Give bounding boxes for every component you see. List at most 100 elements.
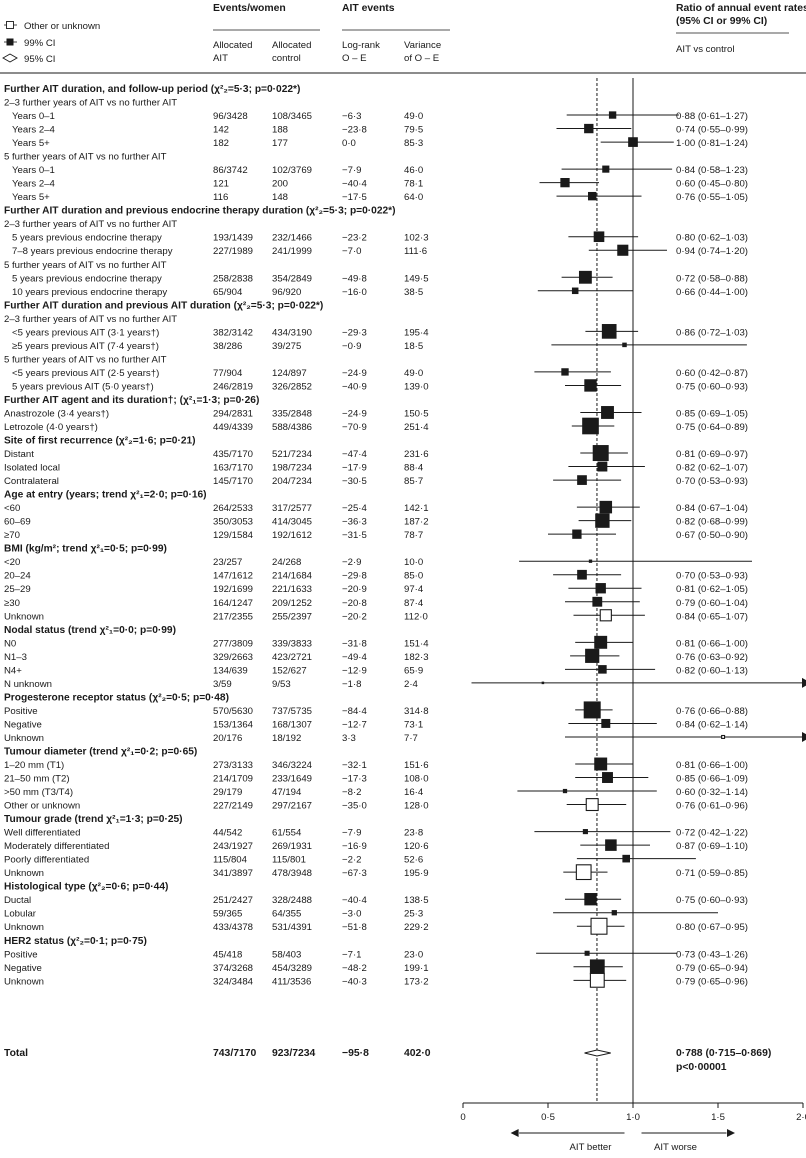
ait-events: 251/2427 — [213, 895, 253, 906]
control-events: 255/2397 — [272, 611, 312, 622]
row-label: 1–20 mm (T1) — [4, 760, 64, 771]
ait-events-header: AIT events — [342, 3, 395, 14]
control-events: 152/627 — [272, 665, 307, 676]
ratio-ci: 0·94 (0·74–1·20) — [676, 246, 748, 257]
row-label: Distant — [4, 449, 34, 460]
row-label: Poorly differentiated — [4, 855, 89, 866]
variance: 23·0 — [404, 949, 423, 960]
row-label: N0 — [4, 638, 16, 649]
row-label: ≥70 — [4, 530, 20, 541]
ait-events: 258/2838 — [213, 273, 253, 284]
ait-events: 182 — [213, 138, 229, 149]
control-events: 326/2852 — [272, 381, 312, 392]
control-events: 58/403 — [272, 949, 301, 960]
ait-events: 59/365 — [213, 909, 242, 920]
row-label: Unknown — [4, 733, 44, 744]
logrank-o-e: −23·2 — [342, 233, 367, 244]
filled-square-marker — [582, 417, 599, 435]
control-events: 317/2577 — [272, 503, 312, 514]
row-label: Other or unknown — [4, 801, 80, 812]
variance: 251·4 — [404, 422, 429, 433]
control-events: 434/3190 — [272, 327, 312, 338]
filled-square-marker — [595, 513, 610, 528]
filled-square-marker — [561, 368, 569, 376]
ratio-ci: 0·76 (0·66–0·88) — [676, 706, 748, 717]
row-label: Well differentiated — [4, 828, 80, 839]
variance: 195·4 — [404, 327, 429, 338]
control-events: 209/1252 — [272, 598, 312, 609]
group-heading: Age at entry (years; trend χ²₁=2·0; p=0·… — [4, 490, 207, 501]
ait-events: 243/1927 — [213, 841, 253, 852]
filled-square-marker — [583, 701, 601, 719]
row-label: >50 mm (T3/T4) — [4, 787, 73, 798]
ratio-ci: 0·70 (0·53–0·93) — [676, 476, 748, 487]
logrank-o-e: −70·9 — [342, 422, 367, 433]
ratio-ci: 0·84 (0·58–1·23) — [676, 165, 748, 176]
ratio-ci: 0·82 (0·60–1·13) — [676, 665, 748, 676]
control-events: 335/2848 — [272, 408, 312, 419]
ait-events: 329/2663 — [213, 652, 253, 663]
control-events: 18/192 — [272, 733, 301, 744]
ait-events: 382/3142 — [213, 327, 253, 338]
row-label: Years 5+ — [12, 138, 50, 149]
open-square-marker — [721, 734, 726, 739]
row-label: ≥5 years previous AIT (7·4 years†) — [12, 341, 159, 352]
variance: 111·6 — [404, 246, 427, 257]
ratio-ci: 0·85 (0·69–1·05) — [676, 408, 748, 419]
control-events: 177 — [272, 138, 288, 149]
ait-events: 570/5630 — [213, 706, 253, 717]
ait-events: 142 — [213, 125, 229, 136]
filled-square-marker — [622, 854, 631, 863]
ratio-ci: 0·80 (0·62–1·03) — [676, 233, 748, 244]
ratio-ci: 0·86 (0·72–1·03) — [676, 327, 748, 338]
logrank-o-e: −24·9 — [342, 408, 367, 419]
ait-events: 65/904 — [213, 287, 243, 298]
variance: 128·0 — [404, 801, 429, 812]
control-events: 233/1649 — [272, 774, 312, 785]
ait-events: 134/639 — [213, 665, 248, 676]
variance: 151·4 — [404, 638, 429, 649]
ratio-ci: 1·00 (0·81–1·24) — [676, 138, 748, 149]
variance: 108·0 — [404, 774, 429, 785]
logrank-o-e: −24·9 — [342, 368, 367, 379]
allocated-ait-header-2: AIT — [213, 53, 228, 64]
total-p-value: p<0·00001 — [676, 1062, 727, 1073]
control-events: 423/2721 — [272, 652, 312, 663]
subgroup-heading: 5 further years of AIT vs no further AIT — [4, 152, 167, 163]
ratio-ci: 0·87 (0·69–1·10) — [676, 841, 748, 852]
logrank-o-e: −47·4 — [342, 449, 367, 460]
ratio-header-2: (95% CI or 99% CI) — [676, 16, 767, 27]
variance: 138·5 — [404, 895, 429, 906]
control-events: 115/801 — [272, 855, 306, 866]
allocated-ait-header: Allocated — [213, 40, 252, 51]
ci-arrow-icon — [802, 731, 806, 742]
ait-events: 38/286 — [213, 341, 242, 352]
logrank-o-e: −20·8 — [342, 598, 367, 609]
control-events: 148 — [272, 192, 288, 203]
total-logrank: −95·8 — [342, 1048, 369, 1059]
subgroup-heading: 5 further years of AIT vs no further AIT — [4, 354, 167, 365]
ait-events: 96/3428 — [213, 111, 248, 122]
x-axis: 0 0·5 1·0 1·5 2·0 AIT better AIT worse — [460, 1102, 806, 1153]
ratio-ci: 0·76 (0·63–0·92) — [676, 652, 748, 663]
variance: 49·0 — [404, 111, 423, 122]
ait-events: 164/1247 — [213, 598, 253, 609]
variance: 231·6 — [404, 449, 429, 460]
logrank-o-e: −20·9 — [342, 584, 367, 595]
logrank-o-e: −40·3 — [342, 976, 367, 987]
ratio-ci: 0·80 (0·67–0·95) — [676, 922, 748, 933]
filled-square-marker — [617, 244, 629, 256]
logrank-o-e: 0·0 — [342, 138, 356, 149]
subgroup-heading: 5 further years of AIT vs no further AIT — [4, 260, 167, 271]
filled-square-marker — [594, 635, 608, 649]
variance: 195·9 — [404, 868, 429, 879]
variance: 49·0 — [404, 368, 423, 379]
open-square-marker — [589, 972, 605, 988]
ait-events: 217/2355 — [213, 611, 253, 622]
logrank-o-e: −7·9 — [342, 828, 361, 839]
open-square-marker — [590, 917, 608, 935]
x-tick-label: 1·0 — [626, 1112, 640, 1123]
ait-events: 77/904 — [213, 368, 243, 379]
ait-events: 294/2831 — [213, 408, 253, 419]
control-events: 221/1633 — [272, 584, 312, 595]
